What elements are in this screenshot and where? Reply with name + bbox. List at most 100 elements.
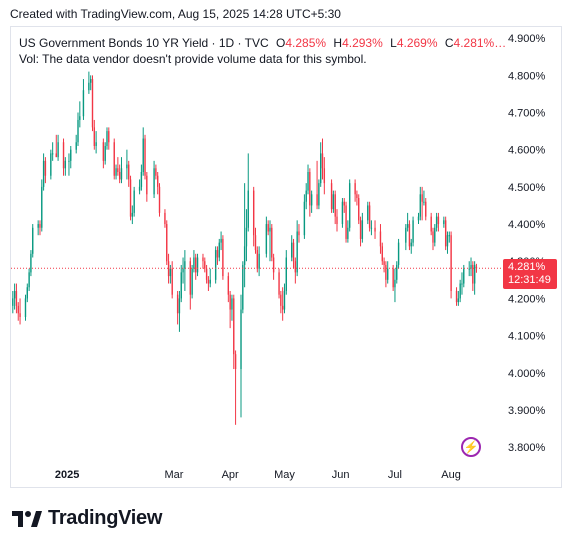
candle-body: [180, 272, 182, 299]
candle: [89, 75, 92, 91]
candle-body: [405, 227, 407, 243]
symbol-title[interactable]: US Government Bonds 10 YR Yield · 1D · T…: [19, 36, 269, 50]
candle: [437, 212, 440, 232]
candle: [205, 264, 208, 284]
candle-body: [144, 138, 146, 176]
candle-body: [356, 194, 358, 199]
candle-body: [32, 227, 34, 254]
candle-body: [459, 283, 461, 299]
candle: [104, 142, 106, 165]
candle-body: [117, 168, 119, 172]
candle: [448, 231, 450, 243]
candle-body: [17, 305, 19, 314]
candle: [430, 212, 432, 236]
candle: [470, 257, 472, 277]
candle-body: [267, 224, 269, 232]
candle: [28, 268, 30, 291]
candle-body: [252, 190, 255, 236]
candle: [41, 179, 43, 232]
candle: [146, 172, 148, 202]
candle-body: [184, 261, 186, 269]
price-tick-label: 4.900%: [508, 33, 546, 45]
candle: [189, 257, 191, 310]
candle-body: [118, 172, 121, 180]
candle-body: [227, 276, 230, 295]
candle-body: [104, 145, 106, 161]
candle: [396, 261, 398, 284]
candle-body: [271, 227, 273, 258]
candle-body: [359, 220, 362, 239]
time-axis: 2025 Mar Apr May Jun Jul Aug: [55, 469, 461, 481]
candle: [381, 242, 383, 265]
candle-body: [336, 216, 338, 225]
candle-body: [64, 160, 67, 169]
candle: [446, 231, 449, 254]
candle: [68, 153, 70, 176]
candle-body: [77, 119, 79, 143]
price-tick-label: 3.800%: [508, 442, 546, 454]
candle-body: [406, 224, 409, 228]
price-tick-label: 4.700%: [508, 108, 546, 120]
candle-body: [421, 194, 423, 202]
candle: [50, 149, 52, 180]
candle: [37, 220, 39, 236]
candle: [108, 127, 110, 150]
candle-body: [437, 216, 440, 225]
candle-body: [158, 186, 161, 213]
candle-body: [12, 298, 14, 306]
candle: [379, 224, 382, 254]
candle: [434, 224, 436, 247]
candle-body: [50, 153, 52, 176]
candle: [142, 127, 144, 176]
candle: [128, 160, 130, 187]
candle-body: [318, 183, 320, 206]
candle: [334, 190, 336, 225]
candle-body: [57, 142, 59, 158]
low-label: L: [390, 36, 397, 50]
time-tick-label: 2025: [55, 469, 79, 481]
candle-body: [457, 298, 460, 303]
candle-body: [229, 294, 231, 310]
candle-body: [358, 198, 360, 221]
candle-body: [417, 216, 420, 221]
candle-body: [278, 272, 280, 295]
candle: [265, 216, 268, 258]
candle: [195, 253, 197, 280]
candle-body: [412, 220, 414, 243]
lightning-bolt-icon[interactable]: ⚡: [461, 437, 481, 457]
candle: [417, 212, 420, 225]
candle: [26, 283, 28, 303]
candle-body: [182, 268, 184, 273]
chart-legend: US Government Bonds 10 YR Yield · 1D · T…: [19, 36, 506, 50]
candle: [408, 220, 411, 251]
candle: [57, 134, 59, 161]
candle: [214, 246, 217, 284]
candle-body: [444, 220, 447, 247]
candle-body: [79, 116, 81, 120]
candle-body: [361, 220, 364, 239]
candle: [153, 160, 155, 199]
candle: [419, 186, 422, 221]
low-value: 4.269%: [396, 36, 438, 50]
last-price-value: 4.281%: [508, 261, 546, 273]
candle-body: [62, 142, 65, 169]
candle-body: [285, 257, 287, 291]
candle-body: [202, 257, 204, 262]
candle: [169, 264, 172, 284]
candle-body: [321, 153, 324, 169]
candle: [140, 164, 143, 191]
candle: [356, 190, 358, 206]
candle-body: [296, 231, 298, 273]
candle: [281, 287, 284, 321]
candle-body: [39, 224, 41, 228]
price-tick-label: 4.600%: [508, 145, 546, 157]
candle: [472, 261, 474, 291]
tradingview-logo[interactable]: TradingView: [12, 507, 162, 530]
candle: [91, 75, 94, 132]
candle: [359, 216, 362, 247]
candle-body: [381, 246, 383, 262]
candle: [231, 294, 233, 321]
candle: [343, 198, 345, 213]
candle: [30, 250, 32, 277]
